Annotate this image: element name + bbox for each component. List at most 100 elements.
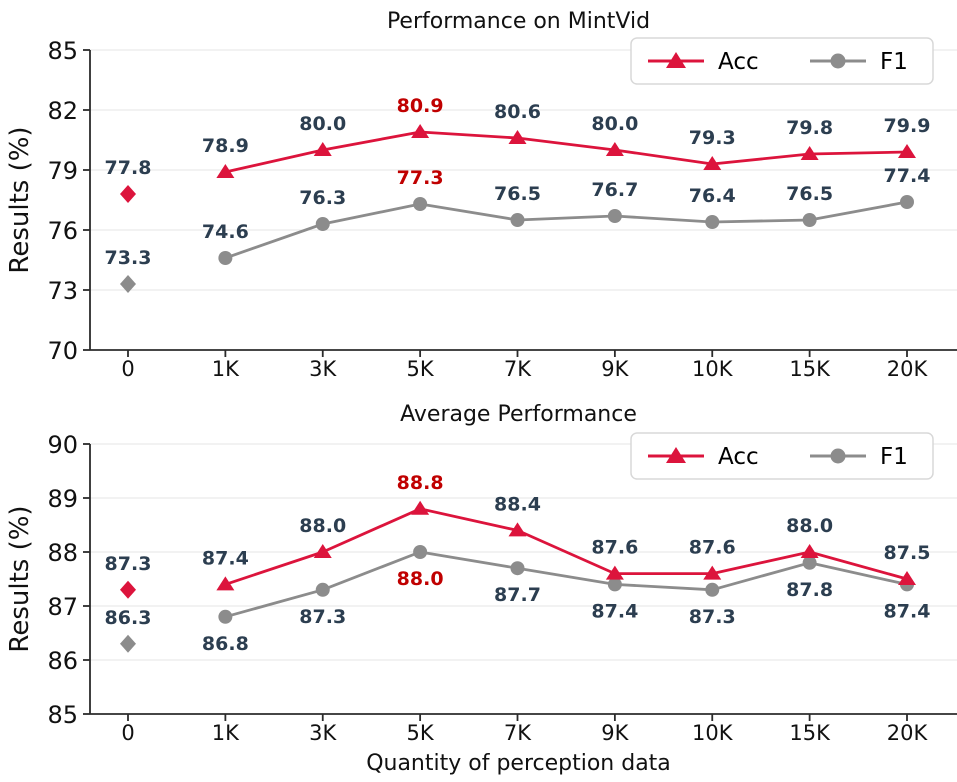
y-tick-label: 87	[47, 593, 78, 621]
acc-marker-triangle	[216, 164, 235, 178]
y-tick-label: 76	[47, 217, 78, 245]
acc-marker-triangle	[703, 156, 722, 170]
x-tick-label: 1K	[212, 357, 240, 381]
f1-point-label: 76.7	[591, 179, 638, 201]
f1-marker-circle	[413, 197, 428, 211]
f1-marker-circle	[802, 555, 817, 570]
acc-point-label: 88.4	[494, 493, 541, 515]
x-tick-label: 1K	[212, 721, 240, 745]
f1-point-label: 87.7	[494, 584, 541, 606]
acc-point-label: 88.8	[397, 472, 444, 494]
acc-point-label: 87.6	[689, 537, 736, 559]
legend-f1-marker	[830, 53, 846, 69]
f1-marker-circle	[705, 215, 720, 229]
legend-acc-marker	[666, 447, 686, 463]
f1-point-label: 76.5	[786, 183, 833, 205]
acc-point-label: 80.9	[397, 95, 444, 117]
legend-acc-label: Acc	[718, 49, 759, 75]
x-tick-label: 20K	[887, 721, 929, 745]
acc-point-label: 88.0	[299, 515, 346, 537]
acc-point-label: 87.3	[105, 553, 152, 575]
legend: Acc F1	[630, 432, 934, 480]
x-tick-label: 3K	[309, 721, 337, 745]
y-tick-label: 88	[47, 539, 78, 567]
f1-marker-circle	[802, 213, 817, 227]
f1-point-label: 76.5	[494, 183, 541, 205]
acc-line	[225, 130, 908, 174]
f1-point-label: 87.4	[884, 600, 931, 622]
f1-marker-circle	[413, 545, 428, 559]
f1-point-label: 77.4	[884, 165, 931, 187]
acc-point-label: 87.4	[202, 547, 249, 569]
f1-point-label: 87.3	[689, 606, 736, 628]
acc-marker-triangle	[800, 544, 819, 558]
x-tick-label: 9K	[601, 357, 629, 381]
x-tick-label: 7K	[504, 357, 532, 381]
legend-f1-label: F1	[880, 49, 908, 75]
f1-point-label: 73.3	[105, 247, 152, 269]
acc-marker-triangle	[703, 565, 722, 580]
acc-point-label: 87.6	[591, 537, 638, 559]
f1-point-label: 87.4	[591, 600, 638, 622]
acc-marker-triangle	[411, 124, 430, 138]
x-tick-label: 5K	[407, 721, 435, 745]
y-tick-label: 86	[47, 647, 78, 675]
acc-point-label: 79.8	[786, 117, 833, 139]
acc-point-label: 78.9	[202, 135, 249, 157]
acc-marker-triangle	[605, 565, 624, 580]
acc-line	[224, 507, 908, 586]
acc-marker-triangle	[508, 130, 527, 144]
f1-marker-circle	[900, 195, 914, 209]
acc-marker-triangle	[508, 522, 527, 537]
f1-marker-circle	[510, 561, 525, 576]
legend-acc-label: Acc	[718, 444, 759, 470]
x-tick-label: 3K	[309, 357, 337, 381]
acc-marker-triangle	[800, 146, 819, 160]
y-tick-label: 79	[47, 157, 78, 185]
f1-marker-circle	[607, 209, 622, 223]
acc-marker-triangle	[898, 571, 916, 585]
acc-point-label: 79.9	[884, 115, 931, 137]
f1-marker-diamond	[120, 275, 136, 293]
f1-line	[224, 200, 908, 260]
legend-f1-label: F1	[880, 444, 908, 470]
acc-marker-diamond	[120, 185, 136, 203]
y-tick-label: 70	[47, 337, 78, 365]
y-tick-label: 85	[47, 37, 78, 65]
x-tick-label: 15K	[789, 357, 831, 381]
f1-point-label: 86.3	[105, 607, 152, 629]
f1-point-label: 76.4	[689, 185, 736, 207]
x-tick-label: 9K	[601, 721, 629, 745]
f1-marker-circle	[315, 582, 330, 597]
y-tick-label: 82	[47, 97, 78, 125]
f1-marker-circle	[705, 582, 720, 597]
y-tick-label: 85	[47, 701, 78, 729]
chart-average-performance: 85 86 87 88 89 90 0 1K 3K 5K 7K 9K 10K 15K 20K Average …	[5, 402, 957, 776]
f1-point-label: 74.6	[202, 221, 249, 243]
f1-point-label: 87.8	[786, 579, 833, 601]
f1-marker-circle	[315, 217, 330, 231]
f1-point-label: 88.0	[397, 568, 444, 590]
chart-title: Average Performance	[400, 402, 637, 427]
acc-point-label: 80.0	[591, 113, 638, 135]
x-tick-label: 7K	[504, 721, 532, 745]
f1-marker-circle	[218, 251, 233, 265]
x-tick-label: 0	[121, 721, 134, 745]
y-tick-label: 90	[47, 431, 78, 459]
acc-point-label: 87.5	[884, 542, 931, 564]
legend-acc-marker	[666, 52, 686, 68]
acc-marker-triangle	[898, 144, 916, 158]
acc-point-label: 77.8	[105, 157, 152, 179]
chart-title: Performance on MintVid	[387, 9, 650, 34]
acc-marker-triangle	[605, 142, 624, 156]
x-axis-label: Quantity of perception data	[366, 751, 671, 776]
legend-f1-marker	[830, 448, 846, 464]
f1-marker-circle	[510, 213, 525, 227]
acc-marker-triangle	[313, 142, 332, 156]
f1-line	[225, 550, 908, 619]
acc-marker-triangle	[411, 500, 430, 515]
f1-marker-diamond	[120, 634, 136, 653]
y-tick-label: 73	[47, 277, 78, 305]
